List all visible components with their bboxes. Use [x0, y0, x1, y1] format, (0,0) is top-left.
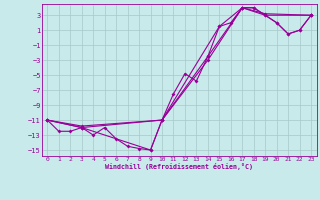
- X-axis label: Windchill (Refroidissement éolien,°C): Windchill (Refroidissement éolien,°C): [105, 163, 253, 170]
